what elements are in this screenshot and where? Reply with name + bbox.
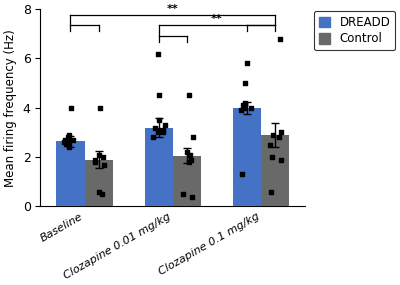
Point xyxy=(155,128,162,132)
Point xyxy=(278,157,284,162)
Point xyxy=(240,103,246,108)
Y-axis label: Mean firing frequency (Hz): Mean firing frequency (Hz) xyxy=(4,29,17,187)
Bar xyxy=(233,108,261,206)
Point xyxy=(188,194,195,199)
Point xyxy=(241,102,248,106)
Point xyxy=(188,157,194,162)
Point xyxy=(152,125,159,130)
Point xyxy=(268,189,274,194)
Point xyxy=(180,192,186,196)
Point xyxy=(248,105,254,110)
Point xyxy=(96,189,102,194)
Point xyxy=(241,104,248,109)
Point xyxy=(238,108,245,113)
Point xyxy=(268,155,275,159)
Point xyxy=(190,135,196,140)
Point xyxy=(97,105,103,110)
Point xyxy=(244,61,250,66)
Point xyxy=(70,138,76,142)
Point xyxy=(278,130,284,135)
Point xyxy=(62,138,69,142)
Bar xyxy=(145,127,173,206)
Point xyxy=(68,105,74,110)
Point xyxy=(92,157,98,162)
Point xyxy=(66,142,73,147)
Point xyxy=(95,152,102,157)
Point xyxy=(92,160,98,164)
Point xyxy=(267,142,273,147)
Bar xyxy=(173,156,201,206)
Bar xyxy=(84,160,113,206)
Point xyxy=(186,160,192,164)
Point xyxy=(63,139,70,143)
Point xyxy=(161,123,168,127)
Point xyxy=(239,172,246,177)
Point xyxy=(99,192,105,196)
Point xyxy=(184,150,190,154)
Point xyxy=(242,101,248,105)
Bar xyxy=(261,135,289,206)
Point xyxy=(150,135,156,140)
Point xyxy=(277,36,284,41)
Point xyxy=(154,51,161,56)
Point xyxy=(100,155,106,159)
Point xyxy=(241,105,247,110)
Text: **: ** xyxy=(211,15,223,25)
Point xyxy=(66,145,72,150)
Point xyxy=(63,141,69,146)
Point xyxy=(65,135,71,140)
Point xyxy=(101,162,107,167)
Point xyxy=(186,93,192,98)
Point xyxy=(270,133,276,137)
Point xyxy=(155,130,161,135)
Point xyxy=(160,128,166,132)
Legend: DREADD, Control: DREADD, Control xyxy=(314,11,395,50)
Bar xyxy=(56,141,84,206)
Point xyxy=(242,81,248,86)
Point xyxy=(275,135,282,140)
Point xyxy=(61,140,68,144)
Point xyxy=(65,133,72,137)
Point xyxy=(187,152,193,157)
Point xyxy=(160,130,166,135)
Point xyxy=(156,118,162,123)
Point xyxy=(156,93,162,98)
Text: **: ** xyxy=(167,4,179,14)
